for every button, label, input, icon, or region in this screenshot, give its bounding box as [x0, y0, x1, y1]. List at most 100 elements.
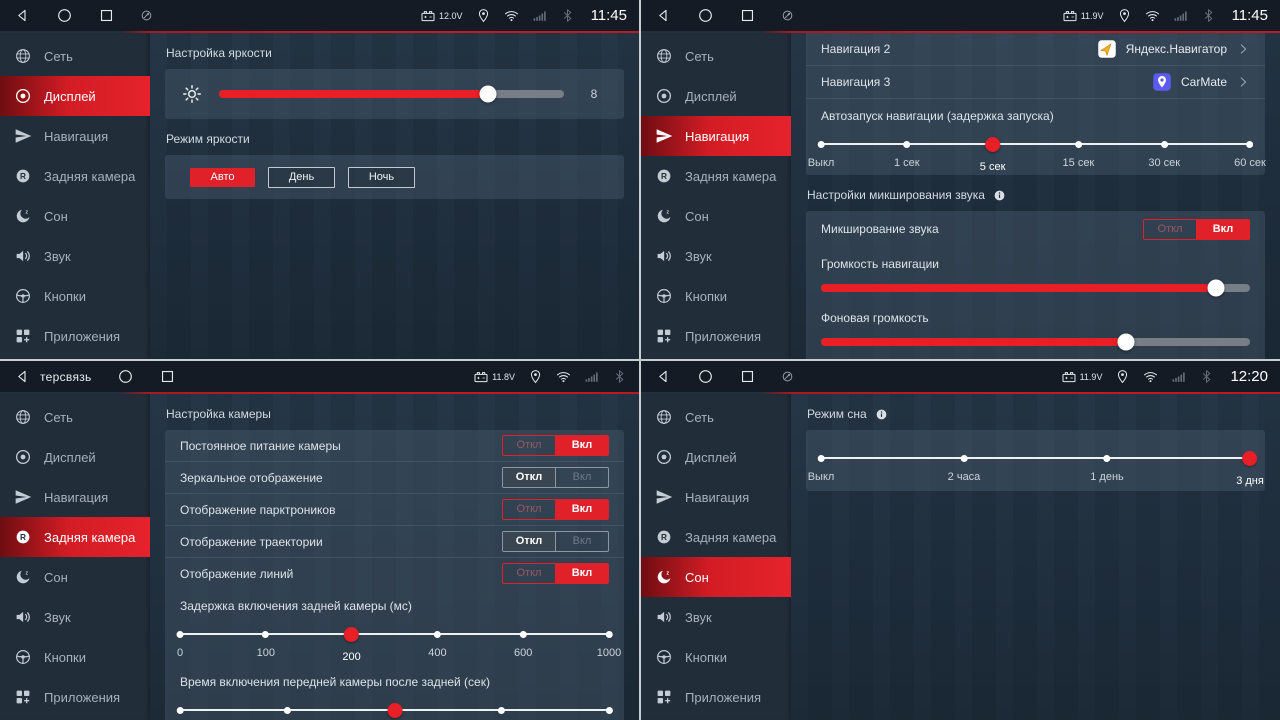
slider-stop[interactable]: 600	[514, 621, 532, 659]
recents-icon[interactable]	[98, 7, 115, 24]
slider-stop-selected[interactable]: 200	[342, 621, 361, 663]
mode-night-button[interactable]: Ночь	[348, 166, 415, 188]
brightness-slider[interactable]	[219, 85, 564, 103]
toggle-off-button[interactable]: Откл	[503, 564, 556, 583]
home-icon[interactable]	[697, 7, 714, 24]
sidebar-item-display[interactable]: Дисплей	[641, 76, 791, 116]
recents-icon[interactable]	[159, 368, 176, 385]
back-icon[interactable]	[14, 7, 31, 24]
sidebar-item-navigation[interactable]: Навигация	[641, 477, 791, 517]
sidebar-item-rear-camera[interactable]: Задняя камера	[0, 156, 150, 196]
bg-volume-thumb[interactable]	[1117, 333, 1135, 351]
sidebar-item-display[interactable]: Дисплей	[0, 76, 150, 116]
recents-icon[interactable]	[739, 368, 756, 385]
sleep-mode-slider[interactable]: Выкл 2 часа 1 день 3 дня	[808, 445, 1264, 489]
back-icon[interactable]	[655, 7, 672, 24]
sidebar-item-apps[interactable]: Приложения	[0, 316, 150, 356]
mode-auto-button[interactable]: Авто	[190, 167, 255, 187]
sidebar-item-rear-camera[interactable]: Задняя камера	[641, 517, 791, 557]
info-icon[interactable]	[993, 189, 1006, 202]
nav2-row[interactable]: Навигация 2 Яндекс.Навигатор	[806, 33, 1265, 65]
slider-stop-selected[interactable]: 3 дня	[1236, 445, 1264, 487]
slider-stop[interactable]: 100	[257, 621, 275, 659]
nav-volume-thumb[interactable]	[1207, 279, 1225, 297]
toggle-on-button[interactable]: Вкл	[556, 500, 608, 519]
toggle-off-button[interactable]: Откл	[1144, 219, 1197, 239]
recents-icon[interactable]	[739, 7, 756, 24]
slider-stop[interactable]: 1 день	[1090, 445, 1124, 483]
slider-stop-selected[interactable]: 15	[387, 697, 402, 720]
toggle-off-button[interactable]: Откл	[503, 436, 556, 455]
slider-stop[interactable]: 10	[281, 697, 293, 720]
toggle-on-button[interactable]: Вкл	[1197, 219, 1249, 239]
sidebar-item-rear-camera[interactable]: Задняя камера	[641, 156, 791, 196]
slider-stop[interactable]: 15 сек	[1063, 131, 1094, 169]
slider-stop[interactable]: 1000	[597, 621, 621, 659]
sidebar-item-network[interactable]: Сеть	[641, 36, 791, 76]
nav-volume-slider[interactable]	[821, 279, 1250, 297]
toggle-on-button[interactable]: Вкл	[556, 564, 608, 583]
brightness-slider-thumb[interactable]	[479, 85, 497, 103]
notification-icon[interactable]	[781, 370, 794, 383]
home-icon[interactable]	[117, 368, 134, 385]
slider-stop[interactable]: 60 сек	[1234, 131, 1266, 169]
slider-stop[interactable]: 2 часа	[948, 445, 980, 483]
sidebar-item-buttons[interactable]: Кнопки	[641, 276, 791, 316]
sidebar-item-buttons[interactable]: Кнопки	[0, 276, 150, 316]
toggle-on-button[interactable]: Вкл	[572, 471, 592, 483]
sidebar-item-sound[interactable]: Звук	[0, 597, 150, 637]
sidebar-item-sound[interactable]: Звук	[641, 236, 791, 276]
sidebar-item-network[interactable]: Сеть	[641, 397, 791, 437]
sidebar-item-display[interactable]: Дисплей	[641, 437, 791, 477]
notification-icon[interactable]	[781, 9, 794, 22]
back-icon[interactable]	[655, 368, 672, 385]
bg-volume-slider[interactable]	[821, 333, 1250, 351]
toggle-on-button[interactable]: Вкл	[572, 535, 592, 547]
toggle-on-button[interactable]: Вкл	[556, 436, 608, 455]
toggle-off-button[interactable]: Откл	[503, 468, 556, 487]
sidebar-item-apps[interactable]: Приложения	[0, 677, 150, 717]
slider-stop[interactable]: 30 сек	[1148, 131, 1180, 169]
sidebar-item-buttons[interactable]: Кнопки	[641, 637, 791, 677]
slider-stop-selected[interactable]: 5 сек	[980, 131, 1005, 173]
nav-autostart-slider[interactable]: Выкл 1 сек 5 сек 15 сек 30 сек 60 сек	[808, 131, 1266, 175]
toggle-off-button[interactable]: Откл	[503, 500, 556, 519]
sidebar-item-sleep[interactable]: Сон	[641, 557, 791, 597]
slider-stop[interactable]: 400	[428, 621, 447, 659]
slider-stop[interactable]: Выкл	[808, 445, 834, 483]
sidebar-item-sleep[interactable]: Сон	[0, 557, 150, 597]
sidebar-item-network[interactable]: Сеть	[0, 36, 150, 76]
sidebar-item-buttons[interactable]: Кнопки	[0, 637, 150, 677]
home-icon[interactable]	[56, 7, 73, 24]
home-icon[interactable]	[697, 368, 714, 385]
slider-stop[interactable]: 1 сек	[894, 131, 920, 169]
mode-day-button[interactable]: День	[268, 166, 335, 188]
notification-icon[interactable]	[140, 9, 153, 22]
slider-stop[interactable]: 0	[176, 621, 184, 659]
sidebar-item-display[interactable]: Дисплей	[0, 437, 150, 477]
apps-icon	[655, 688, 673, 706]
slider-stop[interactable]: Выкл	[167, 697, 194, 720]
globe-icon	[655, 408, 673, 426]
slider-stop[interactable]: 20	[496, 697, 508, 720]
toggle-off-button[interactable]: Откл	[503, 532, 556, 551]
info-icon[interactable]	[875, 408, 888, 421]
screen-camera-settings: терсвязь 11.8V Сеть Дисплей Навигация	[0, 361, 639, 720]
sidebar-item-sound[interactable]: Звук	[0, 236, 150, 276]
sidebar-item-sleep[interactable]: Сон	[0, 196, 150, 236]
front-camera-time-slider[interactable]: Выкл 10 15 20 60	[176, 697, 613, 720]
sidebar-item-sleep[interactable]: Сон	[641, 196, 791, 236]
sidebar-item-sound[interactable]: Звук	[641, 597, 791, 637]
sidebar-item-apps[interactable]: Приложения	[641, 316, 791, 356]
sidebar-item-network[interactable]: Сеть	[0, 397, 150, 437]
sidebar-item-navigation[interactable]: Навигация	[641, 116, 791, 156]
back-icon[interactable]	[14, 368, 31, 385]
slider-stop[interactable]: Выкл	[808, 131, 834, 169]
sidebar-item-rear-camera[interactable]: Задняя камера	[0, 517, 150, 557]
nav3-row[interactable]: Навигация 3 CarMate	[806, 66, 1265, 98]
slider-stop[interactable]: 60	[603, 697, 615, 720]
camera-delay-slider[interactable]: 0 100 200 400 600 1000	[176, 621, 621, 665]
sidebar-item-apps[interactable]: Приложения	[641, 677, 791, 717]
sidebar-item-navigation[interactable]: Навигация	[0, 116, 150, 156]
sidebar-item-navigation[interactable]: Навигация	[0, 477, 150, 517]
